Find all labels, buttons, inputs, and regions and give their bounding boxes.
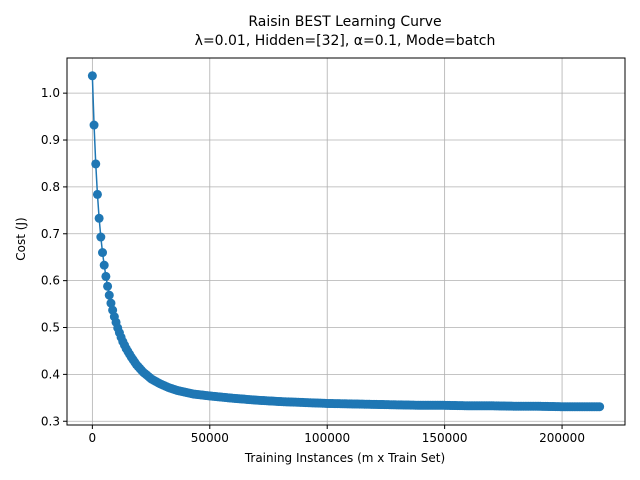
y-tick-label: 0.9 — [41, 133, 60, 147]
data-point — [94, 213, 104, 223]
data-point — [98, 248, 108, 258]
cost-series — [87, 71, 605, 412]
data-point — [87, 71, 97, 81]
axis-ticks: 0 50000 100000 150000 200000 0.3 0.4 0.5 0.6 0.7 0… — [41, 86, 585, 445]
x-tick-label: 150000 — [422, 431, 468, 445]
y-tick-label: 0.5 — [41, 321, 60, 335]
data-point — [96, 232, 106, 242]
data-point — [92, 189, 102, 199]
data-point — [101, 271, 111, 281]
y-tick-label: 1.0 — [41, 86, 60, 100]
chart-title: Raisin BEST Learning Curve — [248, 14, 441, 30]
data-point — [89, 120, 99, 130]
x-tick-label: 50000 — [191, 431, 229, 445]
data-point — [595, 402, 605, 412]
data-point — [91, 159, 101, 169]
x-tick-label: 0 — [89, 431, 97, 445]
data-point — [103, 281, 113, 291]
data-point — [106, 298, 116, 308]
y-tick-label: 0.7 — [41, 227, 60, 241]
chart-subtitle: λ=0.01, Hidden=[32], α=0.1, Mode=batch — [195, 33, 496, 49]
y-tick-label: 0.3 — [41, 414, 60, 428]
y-tick-label: 0.6 — [41, 274, 60, 288]
x-axis-label: Training Instances (m x Train Set) — [244, 451, 445, 465]
cost-line — [91, 75, 600, 408]
data-point — [104, 290, 114, 300]
x-tick-label: 100000 — [304, 431, 350, 445]
y-tick-label: 0.4 — [41, 367, 60, 381]
y-axis-label: Cost (J) — [14, 217, 28, 260]
x-tick-label: 200000 — [539, 431, 585, 445]
plot-frame — [66, 57, 626, 426]
y-tick-label: 0.8 — [41, 180, 60, 194]
data-point — [99, 260, 109, 270]
grid-lines — [67, 58, 625, 425]
